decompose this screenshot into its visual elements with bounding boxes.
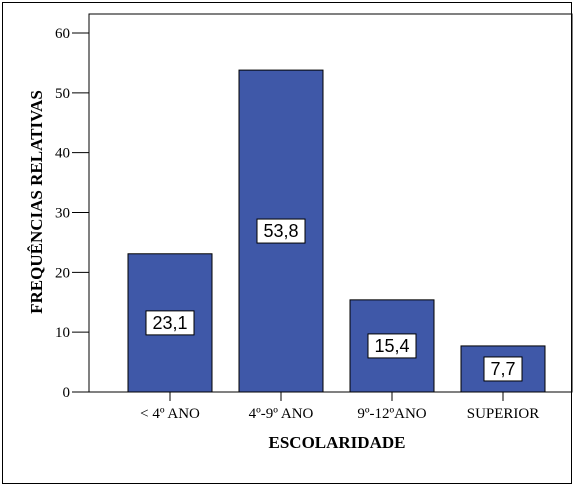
- data-label-box-0: [145, 310, 195, 336]
- plot-border: [88, 13, 573, 393]
- data-label-box-2: [367, 333, 417, 359]
- x-tick-label-3: SUPERIOR: [467, 406, 540, 422]
- data-label-1: 53,8: [263, 221, 298, 241]
- data-label-box-3: [483, 356, 523, 382]
- y-tick-label-3: 30: [55, 206, 70, 222]
- data-label-2: 15,4: [374, 336, 409, 356]
- x-tick-label-0: < 4º ANO: [140, 406, 200, 422]
- x-tick-label-1: 4º-9º ANO: [249, 406, 314, 422]
- data-label-3: 7,7: [490, 359, 515, 379]
- y-tick-label-6: 60: [55, 26, 70, 42]
- y-tick-label-0: 0: [63, 385, 71, 401]
- bars: 23,1 53,8 15,4 7,7: [127, 69, 546, 393]
- y-axis-title: FREQUÊNCIAS RELATIVAS: [27, 90, 46, 314]
- y-tick-label-4: 40: [55, 146, 70, 162]
- x-axis-title: ESCOLARIDADE: [269, 433, 406, 452]
- x-tick-label-2: 9º-12ºANO: [357, 406, 426, 422]
- data-label-box-1: [256, 218, 306, 244]
- plot-area: [88, 13, 573, 393]
- y-tick-label-2: 20: [55, 265, 70, 281]
- y-tick-label-1: 10: [55, 325, 70, 341]
- y-tick-label-5: 50: [55, 86, 70, 102]
- data-label-0: 23,1: [152, 313, 187, 333]
- x-axis: < 4º ANO 4º-9º ANO 9º-12ºANO SUPERIOR: [140, 392, 539, 422]
- y-axis: 0 10 20 30 40 50 60: [55, 26, 89, 401]
